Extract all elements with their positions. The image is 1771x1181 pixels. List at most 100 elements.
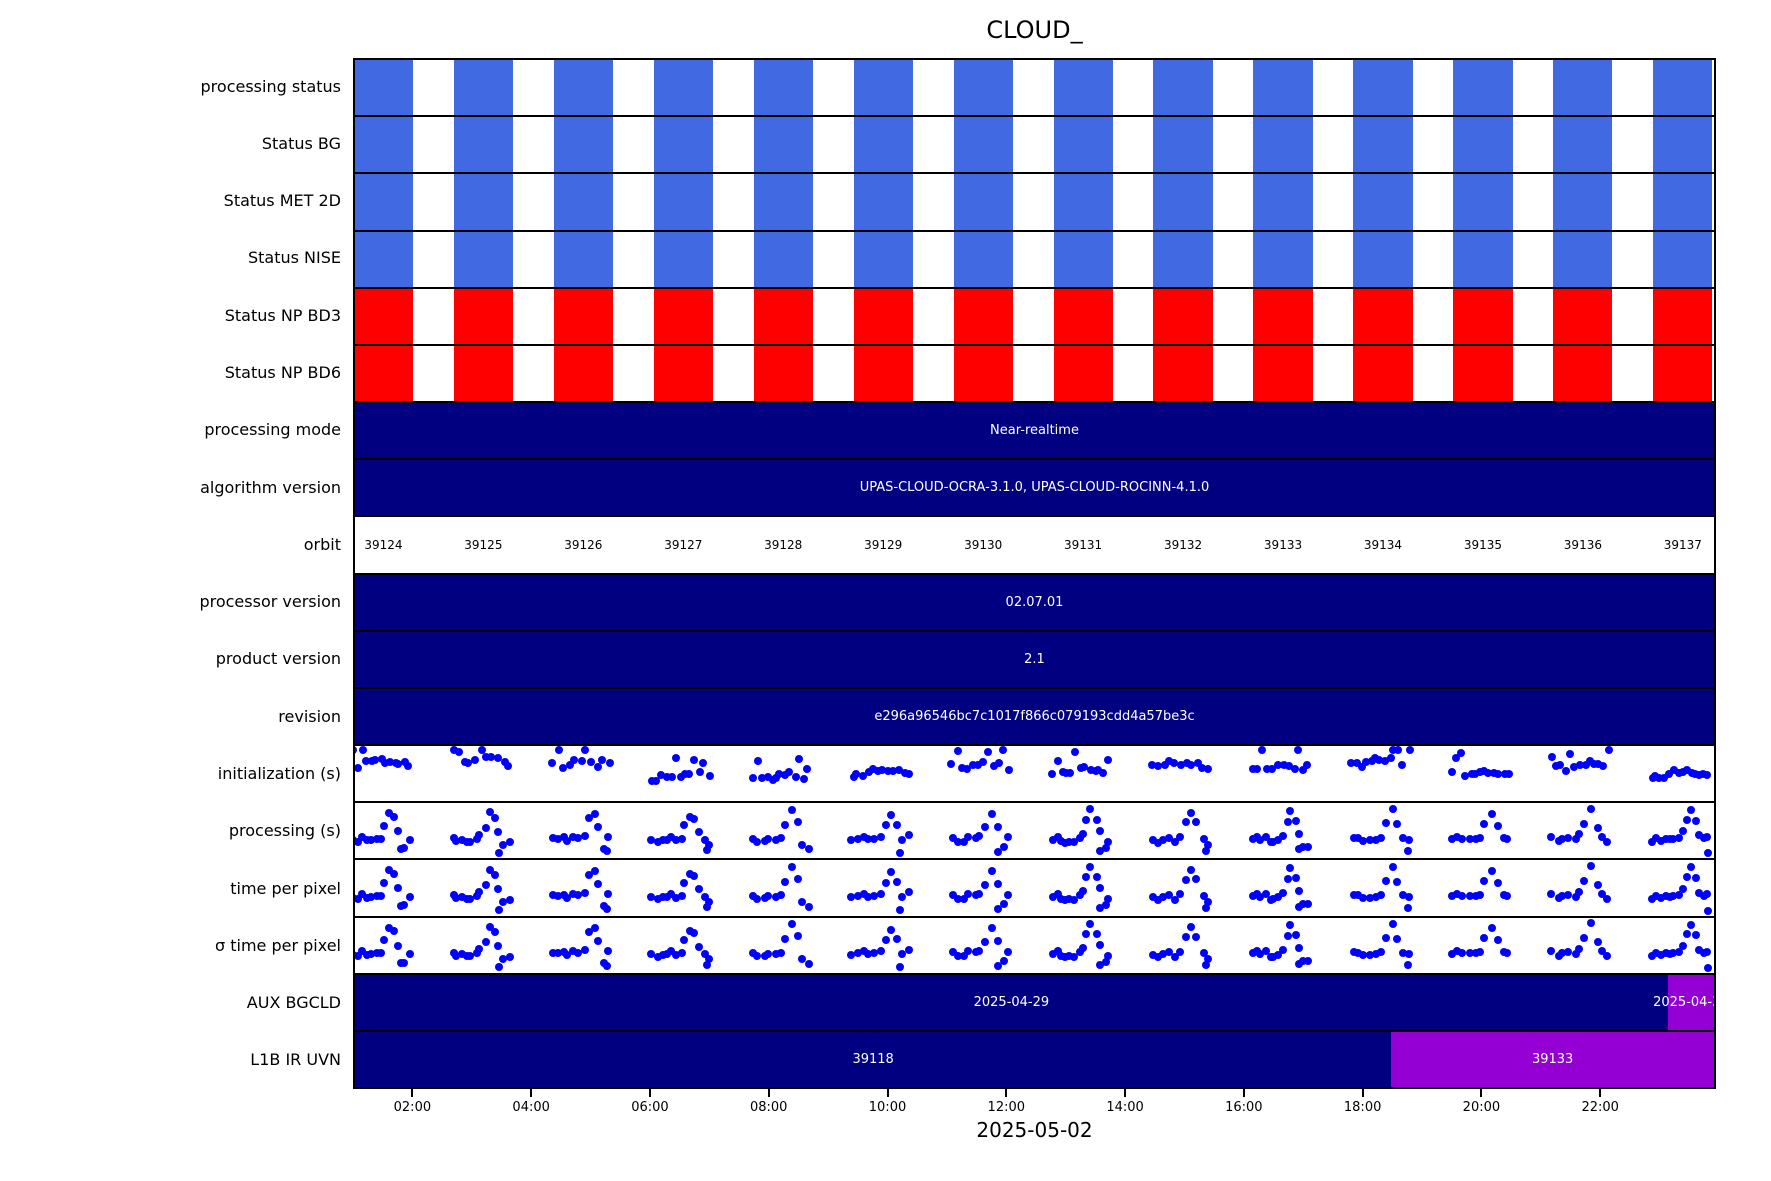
scatter-dot (570, 756, 579, 765)
scatter-dot (748, 892, 757, 901)
scatter-dot (949, 890, 958, 899)
scatter-dot (1358, 951, 1367, 960)
scatter-dot (569, 833, 578, 842)
scatter-dot (475, 830, 484, 839)
scatter-dot (1349, 834, 1358, 842)
row-label-l1b-ir-uvn: L1B IR UVN (250, 1050, 341, 1070)
x-tick-mark (1480, 1089, 1483, 1097)
algorithm-version-value: UPAS-CLOUD-OCRA-3.1.0, UPAS-CLOUD-ROCINN… (859, 480, 1210, 496)
scatter-dot (1675, 833, 1684, 842)
scatter-dot (853, 892, 862, 901)
scatter-dot (553, 891, 562, 900)
scatter-dot (763, 949, 772, 958)
scatter-dot (377, 891, 386, 900)
scatter-dot (1594, 880, 1603, 889)
scatter-dot (1563, 833, 1572, 842)
scatter-dot (548, 759, 557, 768)
scatter-dot (454, 747, 463, 756)
scatter-dot (1304, 957, 1313, 966)
scatter-dot (1003, 947, 1012, 956)
scatter-dot (1278, 832, 1287, 841)
scatter-dot (573, 948, 582, 957)
row-label-revision: revision (278, 706, 341, 726)
scatter-dot (604, 890, 613, 899)
scatter-dot (498, 955, 507, 964)
scatter-dot (1086, 919, 1095, 928)
orbit-status-bar (553, 345, 613, 402)
scatter-dot (877, 832, 886, 841)
scatter-dot (1372, 835, 1381, 844)
scatter-dot (490, 927, 499, 936)
row-label-orbit: orbit (303, 534, 341, 554)
scatter-dot (994, 961, 1003, 970)
scatter-dot (947, 759, 956, 768)
scatter-dot (1101, 958, 1110, 967)
value-band: 2.1 (355, 631, 1714, 687)
scatter-dot (881, 878, 890, 887)
scatter-dot (1299, 842, 1308, 851)
scatter-dot (1273, 950, 1282, 959)
orbit-status-bar (1353, 231, 1413, 287)
scatter-dot (753, 952, 762, 961)
scatter-dot (1551, 762, 1560, 771)
scatter-dot (590, 924, 599, 933)
scatter-dot (1370, 754, 1379, 763)
scatter-dot (1702, 947, 1711, 956)
scatter-dot (471, 756, 480, 765)
orbit-status-bar (653, 231, 713, 287)
scatter-dot (1204, 840, 1213, 849)
x-tick-label: 18:00 (1343, 1100, 1382, 1115)
scatter-dot (385, 757, 394, 766)
processor-version-value: 02.07.01 (1005, 594, 1064, 610)
scatter-dot (1404, 893, 1413, 902)
scatter-dot (1404, 846, 1413, 855)
scatter-dot (1457, 749, 1466, 758)
scatter-dot (905, 770, 914, 779)
scatter-dot (1458, 892, 1467, 901)
scatter-dot (1678, 884, 1687, 893)
scatter-dot (1187, 760, 1196, 769)
scatter-dot (1070, 748, 1079, 757)
scatter-dot (1358, 837, 1367, 846)
scatter-dot (1489, 768, 1498, 777)
scatter-dot (1448, 768, 1457, 777)
scatter-dot (1095, 846, 1104, 855)
scatter-dot (390, 812, 399, 821)
x-tick-mark (530, 1089, 533, 1097)
scatter-dot (1683, 872, 1692, 881)
scatter-dot (1471, 769, 1480, 778)
scatter-dot (565, 761, 574, 770)
scatter-dot (1703, 963, 1712, 972)
scatter-dot (1175, 833, 1184, 842)
scatter-dot (803, 764, 812, 773)
scatter-dot (472, 949, 481, 958)
row-orbit: 39124 39125 39126 39127 39128 39129 39130 39131… (355, 517, 1714, 575)
scatter-dot (1268, 764, 1277, 773)
scatter-dot (1290, 764, 1299, 773)
row-status-np-bd6 (355, 345, 1714, 404)
scatter-dot (1169, 759, 1178, 768)
orbit-status-bar (355, 117, 414, 173)
orbit-status-bar (453, 117, 513, 173)
scatter-dot (1273, 836, 1282, 845)
scatter-dot (590, 809, 599, 818)
scatter-dot (794, 875, 803, 884)
orbit-status-bar (753, 231, 813, 287)
scatter-dot (859, 947, 868, 956)
orbit-status-bar (653, 288, 713, 344)
orbit-status-bar (1553, 174, 1613, 230)
scatter-dot (647, 893, 656, 902)
scatter-dot (653, 952, 662, 961)
scatter-dot (506, 895, 515, 904)
scatter-dot (401, 757, 410, 766)
scatter-dot (1694, 831, 1703, 840)
scatter-dot (763, 772, 772, 781)
scatter-dot (1147, 761, 1156, 770)
scatter-dot (1284, 761, 1293, 770)
scatter-dot (1075, 834, 1084, 843)
scatter-dot (1480, 877, 1489, 886)
scatter-dot (1557, 834, 1566, 843)
aux-bgcld-segment: 2025-04-29 (355, 974, 1668, 1030)
scatter-dot (1261, 832, 1270, 841)
scatter-dot (1293, 746, 1302, 754)
